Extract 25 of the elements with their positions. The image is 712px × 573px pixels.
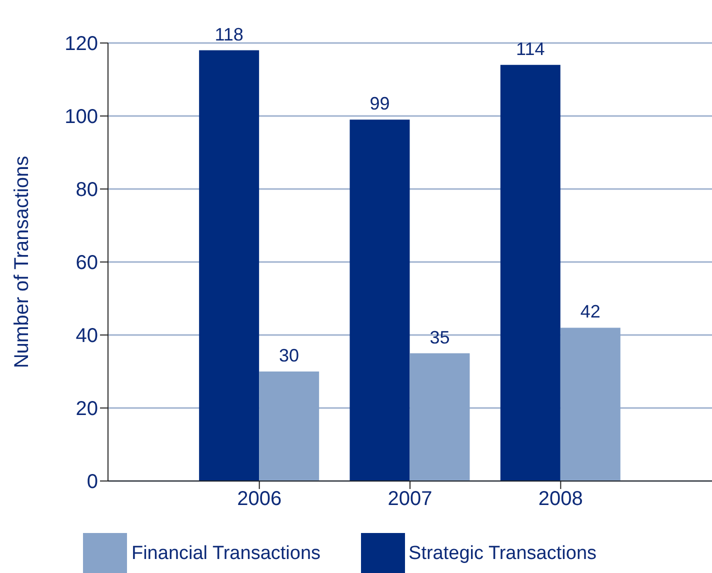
data-label: 42 — [580, 302, 600, 322]
data-label: 30 — [279, 346, 300, 366]
bar — [500, 64, 560, 481]
x-tick-label: 2008 — [538, 488, 583, 510]
x-tick-label: 2006 — [237, 488, 282, 510]
data-label: 35 — [430, 327, 450, 348]
y-tick-label: 80 — [76, 179, 98, 202]
bar — [560, 328, 620, 481]
y-tick-label: 20 — [76, 398, 98, 420]
x-tick-label: 2007 — [388, 488, 432, 510]
y-tick-label: 0 — [86, 471, 98, 494]
data-label: 118 — [214, 24, 244, 44]
bar — [410, 353, 470, 481]
y-tick-label: 40 — [76, 325, 98, 348]
bar — [259, 372, 320, 481]
data-label: 114 — [516, 38, 545, 59]
y-tick-label: 120 — [64, 33, 98, 56]
y-axis-title: Number of Transactions — [11, 156, 34, 368]
legend-label: Strategic Transactions — [408, 543, 597, 564]
y-tick-label: 60 — [76, 252, 98, 274]
y-tick-label: 100 — [64, 106, 98, 128]
bar — [350, 120, 410, 481]
legend-label: Financial Transactions — [131, 543, 321, 564]
bar — [199, 50, 260, 481]
data-label: 99 — [370, 94, 390, 114]
